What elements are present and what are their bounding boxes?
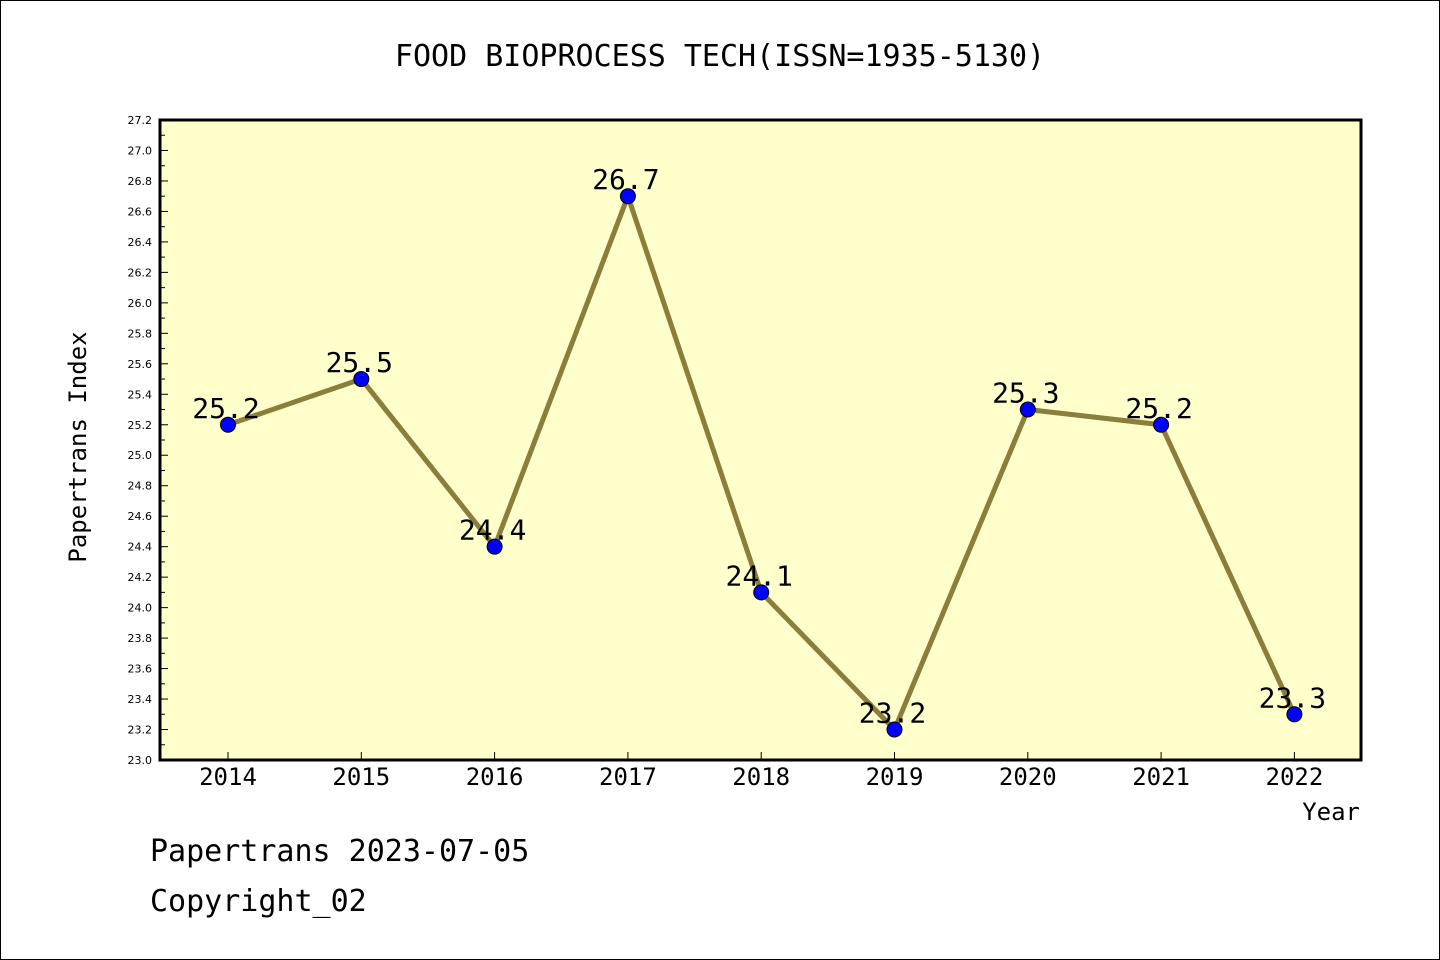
series-layer: 25.2 25.5 24.4 26.7 24.1 23.2 25.3 25.2 23.3 (192, 163, 1326, 738)
footer-date: Papertrans 2023-07-05 (150, 834, 530, 869)
x-tick-label: 2014 (199, 763, 257, 791)
y-tick-label: 23.6 (128, 663, 153, 676)
data-label: 24.4 (459, 514, 526, 547)
y-tick-label: 27.0 (128, 144, 153, 157)
y-tick-label: 24.4 (128, 541, 153, 554)
chart-title: FOOD BIOPROCESS TECH(ISSN=1935-5130) (395, 39, 1045, 74)
y-tick-label: 24.0 (128, 602, 153, 615)
x-tick-label: 2017 (599, 763, 657, 791)
x-tick-label: 2020 (999, 763, 1057, 791)
data-point (753, 584, 770, 601)
x-axis-label: Year (1302, 798, 1360, 826)
x-tick-label: 2021 (1132, 763, 1190, 791)
x-tick-label: 2016 (466, 763, 524, 791)
y-axis-label: Papertrans Index (64, 331, 92, 562)
data-point (886, 721, 903, 738)
data-label: 25.3 (992, 377, 1059, 410)
data-label: 23.3 (1259, 681, 1326, 714)
x-tick-label: 2015 (332, 763, 390, 791)
footer-copyright: Copyright_02 (150, 884, 367, 919)
data-point (1153, 416, 1170, 433)
data-label: 25.2 (192, 392, 259, 425)
y-tick-label: 26.4 (128, 236, 153, 249)
y-tick-label: 25.0 (128, 449, 153, 462)
y-tick-label: 24.8 (128, 480, 153, 493)
y-tick-label: 25.6 (128, 358, 153, 371)
y-tick-label: 26.0 (128, 297, 153, 310)
y-tick-label: 24.6 (128, 510, 153, 523)
y-tick-label: 23.0 (128, 754, 153, 767)
data-point (1019, 401, 1036, 418)
y-tick-label: 23.8 (128, 632, 153, 645)
y-tick-label: 26.8 (128, 175, 153, 188)
data-label: 23.2 (859, 697, 926, 730)
data-label: 24.1 (725, 559, 792, 592)
data-label: 25.2 (1125, 392, 1192, 425)
y-tick-label: 23.4 (128, 693, 153, 706)
y-tick-label: 27.2 (128, 114, 153, 127)
y-tick-label: 25.2 (128, 419, 153, 432)
data-point (619, 188, 636, 205)
y-tick-label: 25.8 (128, 327, 153, 340)
y-tick-label: 24.2 (128, 571, 153, 584)
data-label: 26.7 (592, 163, 659, 196)
data-point (220, 416, 236, 433)
data-label: 25.5 (326, 346, 393, 379)
x-tick-label: 2018 (732, 763, 790, 791)
data-point (486, 538, 503, 555)
x-tick-label: 2019 (866, 763, 924, 791)
y-tick-label: 23.2 (128, 724, 153, 737)
x-axis: 2014 2015 2016 2017 2018 2019 2020 2021 2022 (199, 752, 1323, 791)
data-point (1286, 706, 1303, 723)
data-point (353, 371, 370, 388)
y-axis: 23.0 23.2 23.4 23.6 23.8 24.0 24.2 24.4 24.6 24.8… (128, 114, 168, 767)
y-tick-label: 25.4 (128, 388, 153, 401)
x-tick-label: 2022 (1266, 763, 1324, 791)
y-tick-label: 26.6 (128, 205, 153, 218)
y-tick-label: 26.2 (128, 266, 153, 279)
plot-area (158, 118, 1363, 762)
